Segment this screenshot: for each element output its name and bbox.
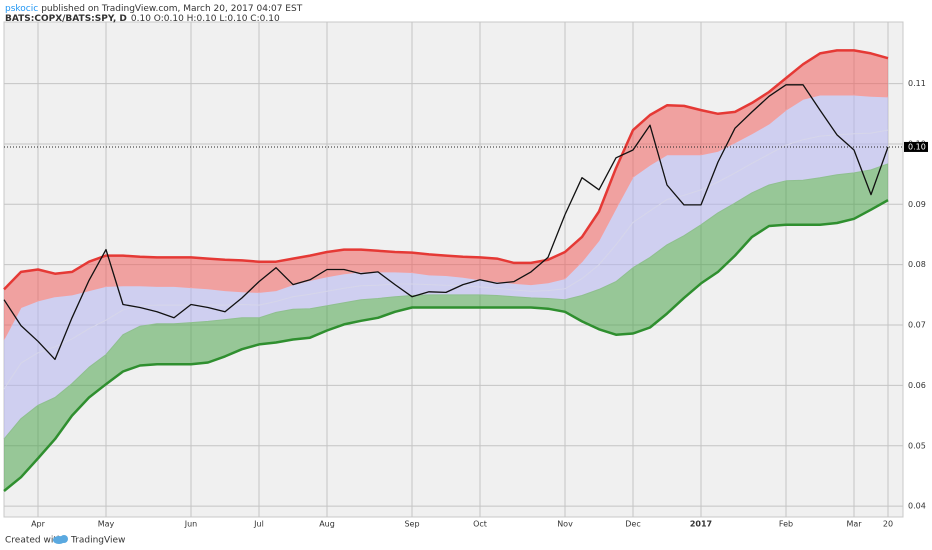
series-line xyxy=(3,163,889,440)
x-tick-label: May xyxy=(98,520,115,529)
series-line xyxy=(3,49,889,291)
band-fill xyxy=(4,95,888,440)
series-line xyxy=(3,94,889,340)
brand[interactable]: TradingView xyxy=(70,536,125,546)
series-line xyxy=(3,199,889,492)
price-label: 0.10 xyxy=(908,142,926,151)
band-fill xyxy=(4,50,888,340)
x-tick-label: Aug xyxy=(319,520,335,529)
x-tick-label: Oct xyxy=(473,520,487,529)
published: published on TradingView.com, March 20, … xyxy=(41,4,302,14)
y-tick-label: 0.05 xyxy=(908,441,926,450)
x-tick-label: Sep xyxy=(404,520,419,529)
series-line xyxy=(3,129,889,390)
y-tick-label: 0.11 xyxy=(908,79,926,88)
y-tick-label: 0.06 xyxy=(908,381,926,390)
x-tick-label: Jun xyxy=(184,520,198,529)
x-tick-label: 2017 xyxy=(690,520,712,529)
symbol: BATS:COPX/BATS:SPY, D xyxy=(5,14,127,24)
x-tick-label: Nov xyxy=(557,520,573,529)
y-tick-label: 0.07 xyxy=(908,321,926,330)
author[interactable]: pskocic xyxy=(5,4,38,14)
header-line: pskocic published on TradingView.com, Mar… xyxy=(5,4,303,14)
ohlc: 0.10 O:0.10 H:0.10 L:0.10 C:0.10 xyxy=(131,14,280,24)
y-tick-label: 0.04 xyxy=(908,502,926,511)
x-tick-label: 20 xyxy=(883,520,893,529)
symbol-line: BATS:COPX/BATS:SPY, D 0.10 O:0.10 H:0.10 … xyxy=(5,14,280,24)
x-tick-label: Feb xyxy=(779,520,793,529)
x-tick-label: Apr xyxy=(31,520,46,529)
x-tick-label: Dec xyxy=(625,520,640,529)
created-with: Created with xyxy=(5,536,63,546)
y-tick-label: 0.08 xyxy=(908,260,926,269)
series-line xyxy=(3,84,889,361)
tv-logo xyxy=(53,535,68,544)
price-label-box xyxy=(904,141,928,152)
band-fill xyxy=(4,163,888,491)
x-tick-label: Mar xyxy=(846,520,862,529)
x-tick-label: Jul xyxy=(253,520,264,529)
y-tick-label: 0.09 xyxy=(908,200,926,209)
